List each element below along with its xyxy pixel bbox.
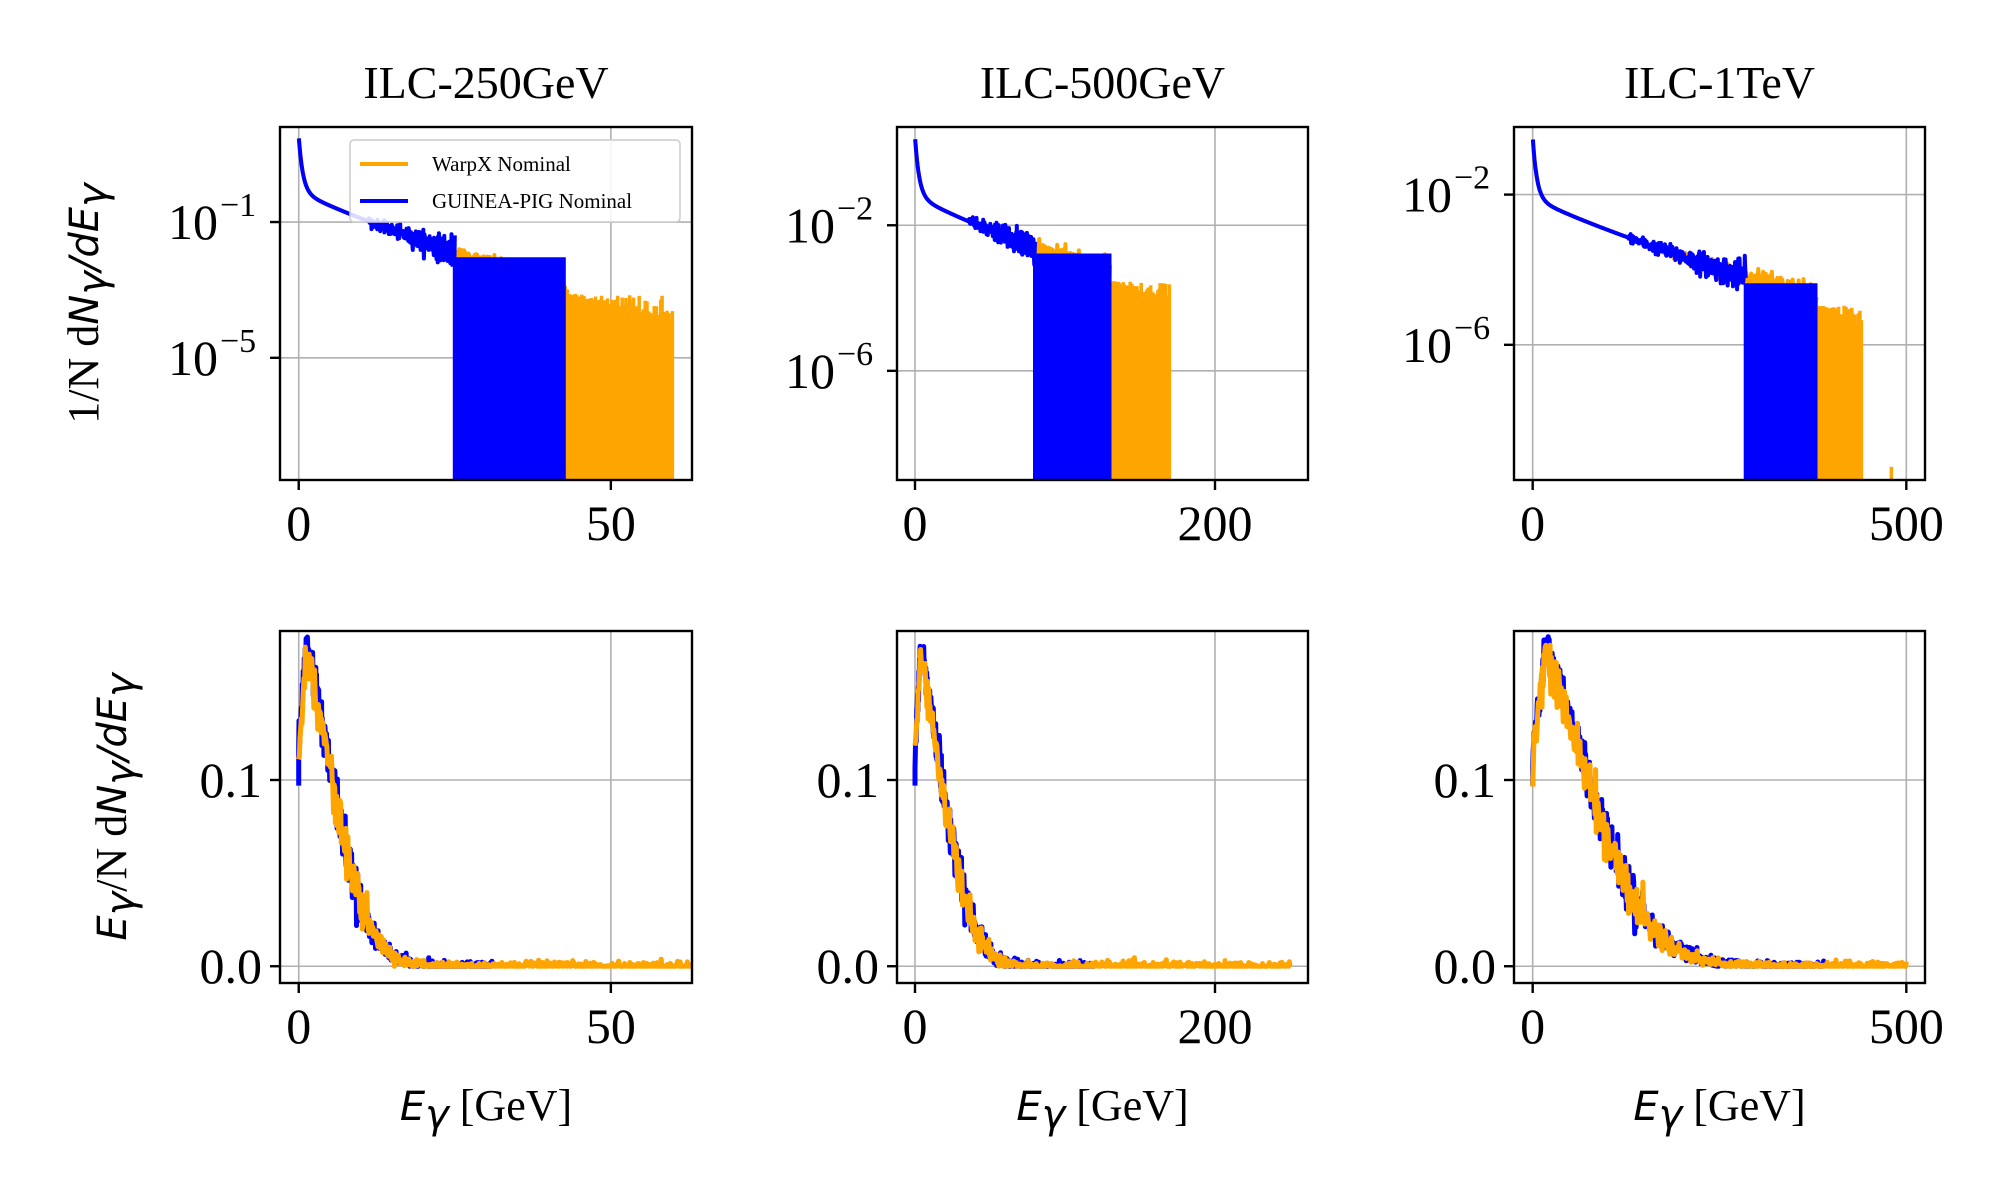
x-tick-label: 0: [286, 998, 311, 1054]
y-tick-label: 10: [785, 197, 835, 253]
series-line: [1530, 642, 1909, 969]
x-tick-label: 0: [1520, 998, 1545, 1054]
series-warpx-nominal: [296, 644, 692, 969]
axes-frame: [895, 629, 1310, 985]
y-tick-label: 0.1: [200, 752, 263, 808]
axes-frame: [1512, 125, 1927, 482]
subplot-title: ILC-500GeV: [980, 57, 1225, 108]
x-tick-label: 500: [1869, 998, 1944, 1054]
x-tick-label: 500: [1869, 495, 1944, 551]
y-tick-exponent: −5: [220, 323, 256, 360]
series-line: [296, 644, 692, 969]
series-spikes: [565, 293, 675, 480]
y-tick-exponent: −6: [1454, 310, 1490, 347]
x-axis-label: Eγ [GeV]: [1633, 1081, 1805, 1138]
y-tick-label: 0.0: [200, 938, 263, 994]
series-guinea-pig-nominal: [912, 643, 1098, 969]
series-line: [913, 139, 1037, 267]
y-tick-label: 10: [1402, 317, 1452, 373]
series-line: [1530, 634, 1827, 969]
x-tick-label: 0: [1520, 495, 1545, 551]
y-tick-exponent: −1: [220, 187, 256, 224]
x-tick-label: 200: [1178, 998, 1253, 1054]
series-guinea-pig-nominal: [1530, 139, 1818, 480]
series-warpx-nominal: [1530, 642, 1909, 969]
y-tick-exponent: −2: [837, 190, 873, 227]
series-warpx-nominal: [1530, 139, 1894, 480]
axes-frame: [1512, 629, 1927, 985]
series-spikes: [1743, 283, 1818, 480]
y-tick-label: 10: [785, 343, 835, 399]
y-tick-label: 10: [168, 194, 218, 250]
series-guinea-pig-nominal: [913, 139, 1112, 480]
legend-box: [349, 139, 681, 223]
axes-frame: [278, 629, 694, 985]
y-tick-exponent: −2: [1454, 160, 1490, 197]
series-guinea-pig-nominal: [1530, 634, 1827, 969]
series-spikes: [452, 257, 566, 480]
y-tick-exponent: −6: [837, 336, 873, 373]
series-guinea-pig-nominal: [296, 138, 566, 480]
y-tick-label: 0.0: [1434, 938, 1497, 994]
y-tick-label: 0.1: [817, 752, 880, 808]
x-tick-label: 200: [1178, 495, 1253, 551]
series-line: [1530, 139, 1748, 292]
series-spikes: [1033, 253, 1112, 480]
y-tick-label: 0.0: [817, 938, 880, 994]
legend: WarpX Nominal GUINEA-PIG Nominal: [349, 139, 681, 223]
legend-entry: WarpX Nominal: [432, 152, 571, 176]
series-line: [912, 647, 1293, 969]
subplot-row1-col2: 0 500 0.0 0.1 Eγ [GeV]: [1434, 629, 1944, 1138]
subplot-row1-col0: 0 50 0.0 0.1 Eγ [GeV] Eγ/N dNγ/dEγ: [87, 629, 694, 1138]
series-guinea-pig-nominal: [296, 634, 495, 969]
x-axis-label: Eγ [GeV]: [1016, 1081, 1188, 1138]
series-line: [912, 643, 1098, 969]
subplot-title: ILC-250GeV: [363, 57, 608, 108]
x-tick-label: 50: [586, 495, 636, 551]
x-tick-label: 0: [903, 998, 928, 1054]
axes-frame: [895, 125, 1310, 482]
x-tick-label: 0: [903, 495, 928, 551]
subplot-title: ILC-1TeV: [1624, 57, 1815, 108]
series-warpx-nominal: [912, 647, 1293, 969]
x-axis-label: Eγ [GeV]: [400, 1081, 572, 1138]
subplot-row1-col1: 0 200 0.0 0.1 Eγ [GeV]: [817, 629, 1310, 1138]
y-tick-label: 0.1: [1434, 752, 1497, 808]
legend-entry: GUINEA-PIG Nominal: [432, 189, 632, 213]
series-line: [296, 634, 495, 969]
series-line: [296, 138, 457, 267]
x-tick-label: 50: [586, 998, 636, 1054]
axes-frame: [278, 125, 694, 482]
series-spikes: [1814, 305, 1864, 480]
y-axis-label: 1/N dNγ/dEγ: [59, 181, 116, 424]
y-axis-label: Eγ/N dNγ/dEγ: [87, 671, 144, 941]
y-tick-label: 10: [1402, 167, 1452, 223]
x-tick-label: 0: [286, 495, 311, 551]
y-tick-label: 10: [168, 330, 218, 386]
